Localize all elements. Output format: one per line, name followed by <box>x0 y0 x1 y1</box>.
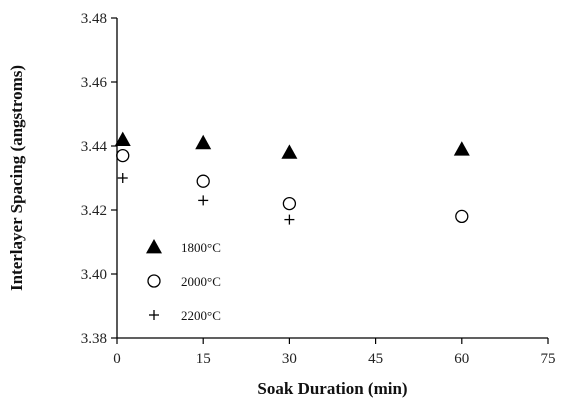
data-point-filled-triangle <box>453 141 470 156</box>
x-tick-label: 75 <box>541 351 556 367</box>
y-tick-label: 3.44 <box>81 139 108 155</box>
y-tick-label: 3.48 <box>81 11 107 27</box>
data-marks <box>114 131 470 225</box>
data-point-plus <box>284 214 295 225</box>
data-point-plus <box>117 173 128 183</box>
y-tick-label: 3.46 <box>81 75 108 91</box>
y-axis-label: Interlayer Spacing (angstroms) <box>7 65 26 291</box>
legend-marker-plus <box>149 310 159 320</box>
data-point-open-circle <box>455 209 469 224</box>
legend: 1800°C 2000°C 2200°C <box>146 239 221 323</box>
data-point-filled-triangle <box>281 144 298 159</box>
axes: 0 15 30 45 60 75 3.38 3.40 3.42 3.44 3.46 3.48 <box>81 11 556 367</box>
legend-label: 2000°C <box>181 274 221 289</box>
data-point-filled-triangle <box>114 131 131 146</box>
y-tick-label: 3.38 <box>81 331 107 347</box>
x-tick-label: 15 <box>196 351 211 367</box>
x-tick-label: 45 <box>368 351 383 367</box>
data-point-plus <box>198 195 209 206</box>
data-point-open-circle <box>116 148 130 163</box>
x-tick-label: 0 <box>113 351 121 367</box>
legend-marker-filled-triangle <box>146 239 162 254</box>
legend-marker-open-circle <box>147 274 161 288</box>
y-tick-label: 3.42 <box>81 203 107 219</box>
x-tick-label: 60 <box>454 351 469 367</box>
legend-label: 1800°C <box>181 240 221 255</box>
x-tick-label: 30 <box>282 351 297 367</box>
data-point-open-circle <box>196 174 210 188</box>
data-point-filled-triangle <box>195 134 212 150</box>
legend-label: 2200°C <box>181 308 221 323</box>
y-tick-label: 3.40 <box>81 267 107 283</box>
data-point-open-circle <box>282 196 297 211</box>
x-axis-label: Soak Duration (min) <box>257 379 407 398</box>
